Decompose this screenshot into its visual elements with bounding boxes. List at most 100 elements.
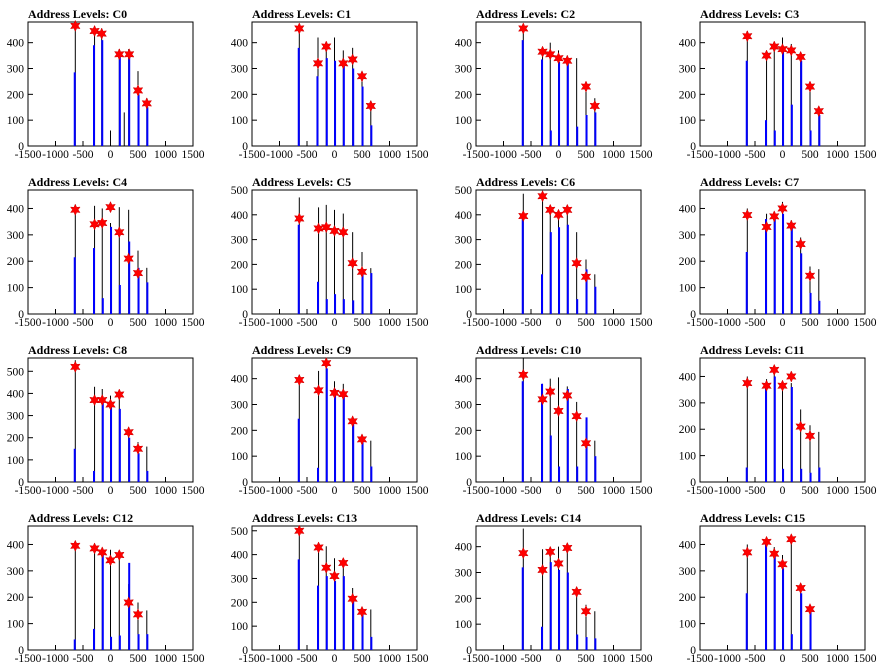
y-tick-label: 500 — [231, 185, 249, 197]
x-tick-label: -500 — [744, 485, 765, 497]
x-tick-label: -500 — [296, 149, 317, 161]
histogram-panel: Address Levels: C9 0 100 200 300 400 -1500 -100… — [231, 343, 429, 497]
x-tick-label: 500 — [577, 317, 595, 329]
x-tick-label: -1000 — [42, 149, 69, 161]
x-tick-label: 0 — [556, 653, 562, 665]
peak-marker — [365, 99, 377, 113]
x-tick-label: 500 — [801, 653, 819, 665]
y-tick-label: 0 — [466, 645, 472, 657]
x-tick-label: 500 — [801, 317, 819, 329]
peak-marker — [347, 257, 358, 270]
peak-marker — [96, 27, 107, 40]
peak-marker — [70, 539, 81, 552]
peak-marker — [89, 24, 100, 38]
x-tick-label: 1500 — [182, 149, 205, 161]
x-tick-label: 1500 — [182, 485, 205, 497]
x-tick-label: 1000 — [154, 149, 177, 161]
peak-marker — [571, 585, 582, 598]
peak-marker — [70, 19, 81, 32]
y-tick-label: 400 — [455, 374, 473, 386]
peak-marker — [294, 524, 305, 537]
y-tick-label: 300 — [679, 64, 697, 76]
y-tick-label: 300 — [231, 573, 249, 585]
peak-marker — [114, 548, 125, 562]
peak-marker — [114, 48, 125, 61]
y-tick-label: 400 — [231, 550, 249, 562]
x-tick-label: 1000 — [378, 149, 401, 161]
y-tick-label: 400 — [679, 539, 697, 551]
x-tick-label: -1000 — [266, 149, 293, 161]
peak-marker — [795, 50, 806, 63]
y-tick-label: 0 — [466, 141, 472, 153]
y-tick-label: 0 — [242, 309, 248, 321]
peak-marker — [132, 608, 144, 621]
peak-marker — [329, 224, 340, 238]
peak-marker — [89, 542, 100, 555]
peak-marker — [356, 433, 368, 446]
peak-marker — [537, 190, 548, 203]
y-tick-label: 100 — [455, 451, 473, 463]
x-tick-label: 1500 — [854, 653, 877, 665]
peak-marker — [518, 22, 529, 35]
histogram-panel: Address Levels: C4 0 100 200 300 400 -1500 -100… — [7, 175, 205, 329]
peak-marker — [347, 53, 358, 66]
x-tick-label: 500 — [577, 653, 595, 665]
peak-marker — [777, 379, 788, 392]
x-tick-label: 1500 — [630, 653, 653, 665]
x-tick-label: 1000 — [378, 485, 401, 497]
x-tick-label: -1000 — [42, 653, 69, 665]
y-tick-label: 300 — [679, 566, 697, 578]
x-tick-label: -500 — [520, 317, 541, 329]
peak-marker — [786, 533, 797, 546]
y-tick-label: 200 — [455, 259, 473, 271]
histogram-panel: Address Levels: C50100200300400500-1500-… — [231, 175, 429, 329]
y-tick-label: 300 — [7, 411, 25, 423]
histogram-panel: Address Levels: C60100200300400500-1500-… — [455, 175, 653, 329]
peak-marker — [294, 212, 305, 225]
peak-marker — [742, 546, 753, 559]
y-tick-label: 100 — [231, 115, 249, 127]
x-tick-label: -1000 — [490, 485, 517, 497]
peak-marker — [313, 541, 324, 554]
y-tick-label: 200 — [231, 597, 249, 609]
x-tick-label: -1500 — [15, 317, 42, 329]
peak-marker — [329, 569, 340, 583]
x-tick-label: -1500 — [239, 485, 266, 497]
x-tick-label: -1000 — [42, 317, 69, 329]
y-tick-label: 0 — [18, 141, 24, 153]
peak-marker — [313, 384, 324, 397]
x-tick-label: 1500 — [406, 149, 429, 161]
peak-marker — [356, 70, 368, 83]
chart-title: Address Levels: C8 — [28, 343, 127, 357]
peak-marker — [580, 270, 592, 283]
x-tick-label: 1000 — [378, 317, 401, 329]
histogram-panel: Address Levels: C13 0 100 200 300 400 500 -1500… — [231, 511, 429, 665]
x-tick-label: -500 — [520, 149, 541, 161]
y-tick-label: 200 — [231, 425, 249, 437]
x-tick-label: -1000 — [266, 653, 293, 665]
y-tick-label: 300 — [679, 398, 697, 410]
x-tick-label: 0 — [108, 149, 114, 161]
x-tick-label: 1000 — [826, 653, 849, 665]
peak-marker — [537, 45, 548, 58]
y-tick-label: 0 — [242, 645, 248, 657]
x-tick-label: 0 — [780, 653, 786, 665]
y-tick-label: 100 — [231, 621, 249, 633]
x-tick-label: 500 — [353, 317, 371, 329]
x-tick-label: -500 — [744, 653, 765, 665]
x-tick-label: -500 — [72, 653, 93, 665]
x-tick-label: 1000 — [826, 485, 849, 497]
y-tick-label: 400 — [455, 542, 473, 554]
x-tick-label: 1000 — [602, 485, 625, 497]
peak-marker — [761, 49, 772, 62]
x-tick-label: 1000 — [826, 317, 849, 329]
x-tick-label: 1500 — [406, 485, 429, 497]
x-tick-label: -1500 — [239, 317, 266, 329]
y-tick-label: 100 — [679, 283, 697, 295]
x-tick-label: 0 — [332, 485, 338, 497]
x-tick-label: 1000 — [378, 653, 401, 665]
peak-marker — [105, 201, 116, 214]
y-tick-label: 300 — [231, 235, 249, 247]
peak-marker — [777, 558, 788, 571]
x-tick-label: -1500 — [687, 653, 714, 665]
